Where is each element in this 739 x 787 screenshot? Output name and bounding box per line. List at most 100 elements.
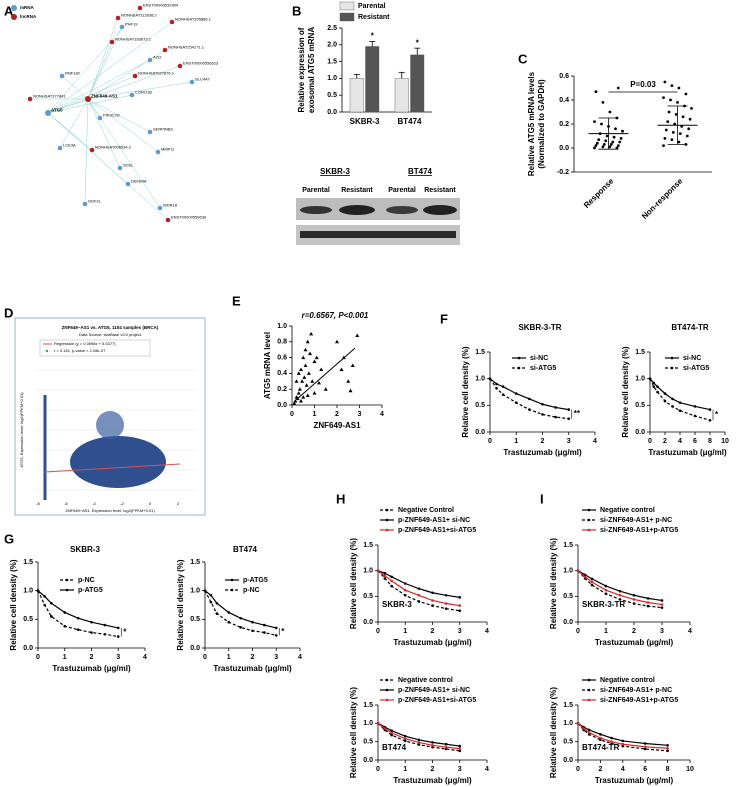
point <box>599 736 602 740</box>
point <box>676 101 679 104</box>
point <box>567 408 571 411</box>
annotation: * <box>715 410 719 419</box>
network-node-label: SLC4A7 <box>195 77 211 82</box>
point <box>643 742 647 745</box>
legend-label: si-NC <box>530 355 548 362</box>
point <box>383 574 387 578</box>
y-tick-label: 2.5 <box>327 25 337 32</box>
network-edge <box>87 26 123 100</box>
legend-label: p-ZNF649-AS1+ si-NC <box>398 517 470 524</box>
line <box>577 722 668 752</box>
y-tick-label: 0.4 <box>277 370 287 377</box>
x-tick-label: 10 <box>686 766 694 773</box>
chart-title: BT474-TR <box>671 323 709 332</box>
network-node <box>119 24 125 30</box>
point <box>619 137 623 140</box>
point <box>431 591 434 595</box>
point <box>495 382 498 386</box>
point <box>488 377 492 380</box>
point <box>304 383 309 387</box>
network-node <box>57 145 63 151</box>
y-tick-label: 0.2 <box>277 386 287 393</box>
point <box>431 744 434 747</box>
legend-label: mRNA <box>20 5 35 10</box>
network-edge <box>87 81 193 100</box>
point <box>618 594 622 597</box>
legend-label: p-ATG5 <box>243 577 268 584</box>
legend-swatch <box>517 356 521 360</box>
point <box>597 138 601 142</box>
x-axis-label: Trastuzumab (μg/ml) <box>595 776 674 785</box>
x-tick-label: Response <box>582 176 616 210</box>
network-node <box>129 92 135 98</box>
network-edge <box>87 49 166 100</box>
x-tick-label: 3 <box>358 411 362 418</box>
network-node <box>157 205 163 211</box>
point <box>239 626 242 629</box>
point <box>667 110 671 114</box>
legend-swatch <box>65 588 69 592</box>
point <box>554 415 557 419</box>
point <box>458 749 462 753</box>
point <box>458 747 462 750</box>
x-tick-label: SKBR-3 <box>350 117 380 126</box>
y-axis-label: exosomal ATG5 mRNA <box>307 27 316 113</box>
regression-line <box>44 463 181 473</box>
line <box>377 722 460 752</box>
legend-swatch <box>385 678 389 682</box>
point <box>604 584 608 588</box>
annotation: * <box>371 32 375 41</box>
point <box>76 628 80 631</box>
point <box>403 594 407 597</box>
blot-band <box>386 206 418 214</box>
point <box>458 744 462 748</box>
point <box>587 733 591 736</box>
y-axis-label: Relative cell density (%) <box>461 346 470 437</box>
point <box>648 377 652 380</box>
point <box>317 380 321 385</box>
network-edge <box>87 98 161 209</box>
x-tick-label: 4 <box>621 766 625 773</box>
point <box>605 134 609 138</box>
point <box>610 740 613 743</box>
line <box>489 378 569 411</box>
x-tick-label: 3 <box>458 766 462 773</box>
point <box>690 107 693 110</box>
x-tick-label: 0 <box>376 766 380 773</box>
line <box>577 570 663 602</box>
legend-swatch <box>230 578 234 582</box>
screenshot-legend-label: Regression (y = 0.0598x + 5.5377) <box>54 341 116 346</box>
annotation: P=0.03 <box>630 80 656 89</box>
point <box>671 397 674 401</box>
point <box>674 113 678 116</box>
legend-label: Negative control <box>398 677 453 684</box>
y-tick-label: 0.5 <box>363 739 373 746</box>
network-node <box>147 129 153 135</box>
legend-swatch <box>385 528 389 532</box>
legend-label: p-ATG5 <box>78 587 103 594</box>
x-tick-label: 0 <box>203 654 207 661</box>
legend-label: si-ZNF649-AS1+p-ATG5 <box>600 697 678 704</box>
network-node <box>137 5 143 11</box>
y-tick-label: 0.0 <box>363 619 373 626</box>
point <box>656 390 659 394</box>
point <box>376 569 380 572</box>
point <box>417 741 421 744</box>
panel-label: D <box>4 305 13 320</box>
legend-swatch <box>587 688 591 692</box>
chart-title: SKBR-3 <box>382 600 412 609</box>
x-tick-label: 2 <box>598 766 602 773</box>
point <box>209 593 213 597</box>
point <box>708 418 712 422</box>
legend-swatch <box>11 14 17 20</box>
legend-swatch <box>11 5 17 11</box>
network-edge <box>47 94 133 114</box>
network-edge <box>87 41 113 100</box>
x-tick-label: 6 <box>643 766 647 773</box>
x-tick-label: 2 <box>541 438 545 445</box>
network-node-label: WDR18 <box>163 203 178 208</box>
y-tick-label: 0.5 <box>363 593 373 600</box>
point <box>43 603 46 607</box>
y-tick-label: 0.0 <box>277 402 287 409</box>
